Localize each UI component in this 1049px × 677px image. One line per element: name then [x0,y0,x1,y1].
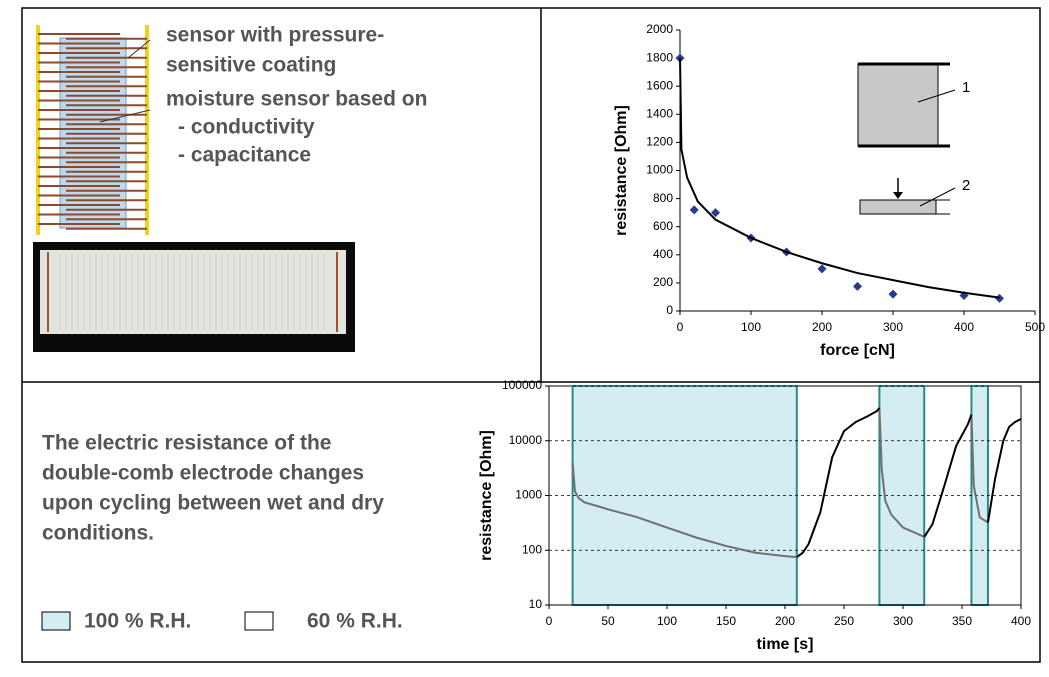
data-point [995,293,1004,303]
leader-line [99,109,151,123]
y-tick-label: 0 [666,303,673,317]
x-tick-label: 100 [657,614,677,628]
y-axis-title: resistance [Ohm] [613,105,630,236]
y-tick-label: 1600 [646,78,673,92]
y-tick-label: 400 [653,247,673,261]
leader-line [917,89,956,103]
legend-swatch [244,611,274,631]
y-tick-label: 800 [653,191,673,205]
fabric [40,250,346,334]
x-tick-label: 250 [834,614,854,628]
data-point [853,281,862,291]
y-tick-label: 1400 [646,106,673,120]
sensor-label: sensitive coating [166,54,336,77]
y-tick-label: 1000 [646,163,673,177]
leader-line [919,187,956,207]
x-tick-label: 400 [1011,614,1031,628]
sensor-diagram [36,25,149,235]
sensor-rail [145,25,149,235]
x-tick-label: 500 [1025,320,1045,334]
y-tick-label: 1800 [646,50,673,64]
x-tick-label: 300 [893,614,913,628]
x-tick-label: 0 [546,614,553,628]
force-arrowhead [893,192,903,199]
leader-line [127,39,151,59]
y-tick-label: 200 [653,275,673,289]
x-tick-label: 150 [716,614,736,628]
legend-swatch [41,611,71,631]
description: The electric resistance of the [42,432,331,455]
x-tick-label: 200 [775,614,795,628]
coating-layer [859,199,937,215]
legend-label: 60 % R.H. [307,610,403,633]
shaded-region [571,385,798,606]
inset-label: 1 [962,79,970,96]
data-point [888,289,898,299]
inset-label: 2 [962,177,970,194]
inset-diagram [857,62,956,215]
sensor-label: moisture sensor based on [166,88,427,111]
x-tick-label: 50 [601,614,615,628]
sensor-label: - capacitance [178,144,311,167]
y-tick-label: 100000 [502,378,542,392]
y-tick-label: 100 [522,542,542,556]
description: double-comb electrode changes [42,462,364,485]
data-point [689,205,699,215]
sensor-label: sensor with pressure- [166,24,384,47]
data-line [571,407,989,559]
data-point [711,208,720,218]
y-tick-label: 1200 [646,135,673,149]
x-axis-title: force [cN] [820,342,895,359]
y-tick-label: 10000 [509,433,543,447]
chart: 10 100 1000 10000 100000 0 50 100 150 200 250 300 35… [41,378,1031,653]
data-line [796,407,1022,558]
description: upon cycling between wet and dry [42,492,384,515]
x-tick-label: 200 [812,320,832,334]
y-tick-label: 600 [653,219,673,233]
x-axis-title: time [s] [757,636,814,653]
x-tick-label: 0 [677,320,684,334]
comb-electrode [857,63,939,147]
shaded-region [970,385,989,606]
y-axis-title: resistance [Ohm] [478,430,495,561]
x-tick-label: 100 [741,320,761,334]
fabric-photo [33,242,355,352]
y-tick-label: 2000 [646,22,673,36]
description: conditions. [42,522,154,545]
data-point [817,264,827,274]
y-tick-label: 1000 [515,488,542,502]
sensor-label: - conductivity [178,116,315,139]
data-line [679,58,1000,299]
legend-label: 100 % R.H. [84,610,191,633]
x-tick-label: 300 [883,320,903,334]
y-tick-label: 10 [529,597,543,611]
x-tick-label: 400 [954,320,974,334]
x-tick-label: 350 [952,614,972,628]
